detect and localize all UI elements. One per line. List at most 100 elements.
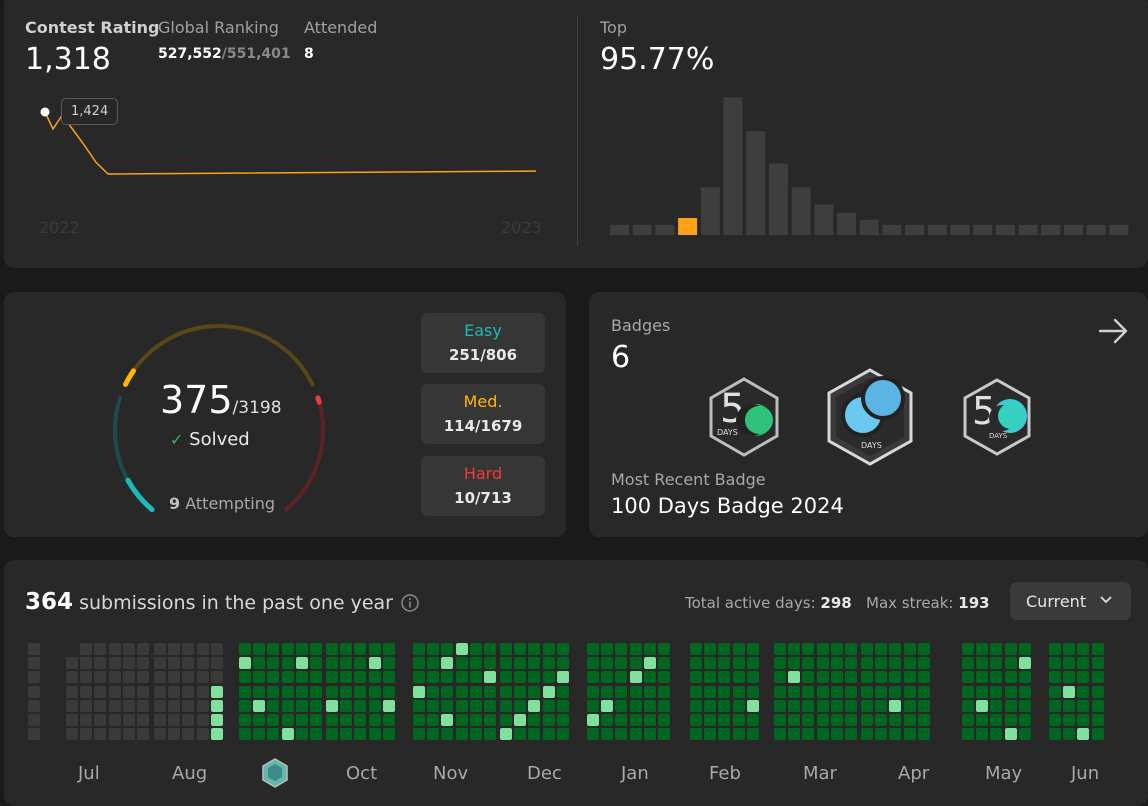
heatmap-cell[interactable] xyxy=(281,685,294,698)
heatmap-cell[interactable] xyxy=(816,699,829,712)
heatmap-cell[interactable] xyxy=(368,685,381,698)
recent-badge-name[interactable]: 100 Days Badge 2024 xyxy=(611,494,844,518)
heatmap-cell[interactable] xyxy=(413,685,425,698)
heatmap-cell[interactable] xyxy=(28,657,40,670)
heatmap-cell[interactable] xyxy=(239,699,251,712)
heatmap-cell[interactable] xyxy=(340,714,353,726)
heatmap-cell[interactable] xyxy=(1091,657,1104,670)
heatmap-cell[interactable] xyxy=(66,714,78,726)
heatmap-cell[interactable] xyxy=(368,714,381,726)
heatmap-cell[interactable] xyxy=(830,699,843,712)
heatmap-cell[interactable] xyxy=(108,671,121,684)
heatmap-cell[interactable] xyxy=(310,685,322,698)
heatmap-cell[interactable] xyxy=(514,657,527,670)
heatmap-cell[interactable] xyxy=(455,699,468,712)
heatmap-cell[interactable] xyxy=(455,685,468,698)
heatmap-cell[interactable] xyxy=(80,699,93,712)
heatmap-cell[interactable] xyxy=(962,728,974,741)
heatmap-cell[interactable] xyxy=(816,643,829,655)
heatmap-cell[interactable] xyxy=(500,657,512,670)
heatmap-cell[interactable] xyxy=(629,657,642,670)
heatmap-cell[interactable] xyxy=(1018,714,1031,726)
heatmap-cell[interactable] xyxy=(976,657,989,670)
heatmap-cell[interactable] xyxy=(875,714,888,726)
heatmap-cell[interactable] xyxy=(774,728,786,741)
heatmap-cell[interactable] xyxy=(196,657,209,670)
easy-stat[interactable]: Easy 251/806 xyxy=(421,313,545,373)
heatmap-cell[interactable] xyxy=(441,685,454,698)
heatmap-cell[interactable] xyxy=(861,728,873,741)
heatmap-cell[interactable] xyxy=(1077,657,1090,670)
heatmap-cell[interactable] xyxy=(382,643,395,655)
heatmap-cell[interactable] xyxy=(182,643,195,655)
heatmap-cell[interactable] xyxy=(196,643,209,655)
heatmap-cell[interactable] xyxy=(28,714,40,726)
heatmap-cell[interactable] xyxy=(354,714,367,726)
heatmap-cell[interactable] xyxy=(528,671,541,684)
heatmap-cell[interactable] xyxy=(368,671,381,684)
heatmap-cell[interactable] xyxy=(732,657,745,670)
heatmap-cell[interactable] xyxy=(976,728,989,741)
heatmap-cell[interactable] xyxy=(66,671,78,684)
heatmap-cell[interactable] xyxy=(469,657,482,670)
heatmap-cell[interactable] xyxy=(66,685,78,698)
rating-distribution-chart[interactable] xyxy=(604,94,1129,242)
heatmap-cell[interactable] xyxy=(28,671,40,684)
heatmap-cell[interactable] xyxy=(1063,685,1076,698)
heatmap-cell[interactable] xyxy=(1049,685,1061,698)
heatmap-cell[interactable] xyxy=(643,685,656,698)
heatmap-cell[interactable] xyxy=(137,671,149,684)
heatmap-cell[interactable] xyxy=(484,657,496,670)
arrow-right-icon[interactable] xyxy=(1097,316,1131,346)
heatmap-cell[interactable] xyxy=(643,728,656,741)
heatmap-cell[interactable] xyxy=(615,671,628,684)
heatmap-cell[interactable] xyxy=(746,685,759,698)
heatmap-cell[interactable] xyxy=(154,714,166,726)
heatmap-cell[interactable] xyxy=(746,714,759,726)
heatmap-cell[interactable] xyxy=(990,671,1003,684)
heatmap-cell[interactable] xyxy=(875,685,888,698)
heatmap-cell[interactable] xyxy=(976,685,989,698)
heatmap-cell[interactable] xyxy=(875,699,888,712)
heatmap-cell[interactable] xyxy=(340,685,353,698)
heatmap-cell[interactable] xyxy=(310,699,322,712)
heatmap-cell[interactable] xyxy=(1063,671,1076,684)
heatmap-cell[interactable] xyxy=(774,643,786,655)
heatmap-cell[interactable] xyxy=(354,685,367,698)
heatmap-cell[interactable] xyxy=(514,714,527,726)
heatmap-cell[interactable] xyxy=(802,728,815,741)
heatmap-cell[interactable] xyxy=(917,728,930,741)
heatmap-cell[interactable] xyxy=(658,699,670,712)
heatmap-cell[interactable] xyxy=(542,714,555,726)
heatmap-cell[interactable] xyxy=(704,699,717,712)
heatmap-cell[interactable] xyxy=(587,657,599,670)
heatmap-cell[interactable] xyxy=(326,671,338,684)
heatmap-cell[interactable] xyxy=(718,714,731,726)
heatmap-cell[interactable] xyxy=(154,643,166,655)
heatmap-cell[interactable] xyxy=(427,728,440,741)
heatmap-cell[interactable] xyxy=(80,657,93,670)
heatmap-cell[interactable] xyxy=(427,714,440,726)
heatmap-cell[interactable] xyxy=(1077,643,1090,655)
heatmap-cell[interactable] xyxy=(1091,643,1104,655)
heatmap-cell[interactable] xyxy=(990,685,1003,698)
heatmap-cell[interactable] xyxy=(326,699,338,712)
heatmap-cell[interactable] xyxy=(469,643,482,655)
heatmap-cell[interactable] xyxy=(455,657,468,670)
heatmap-cell[interactable] xyxy=(413,714,425,726)
heatmap-cell[interactable] xyxy=(168,699,181,712)
heatmap-cell[interactable] xyxy=(845,643,857,655)
heatmap-cell[interactable] xyxy=(368,643,381,655)
heatmap-cell[interactable] xyxy=(267,699,280,712)
heatmap-cell[interactable] xyxy=(267,643,280,655)
heatmap-cell[interactable] xyxy=(354,643,367,655)
heatmap-cell[interactable] xyxy=(253,699,266,712)
heatmap-cell[interactable] xyxy=(514,728,527,741)
heatmap-cell[interactable] xyxy=(732,685,745,698)
heatmap-cell[interactable] xyxy=(732,643,745,655)
heatmap-cell[interactable] xyxy=(354,671,367,684)
heatmap-cell[interactable] xyxy=(382,657,395,670)
heatmap-cell[interactable] xyxy=(830,714,843,726)
heatmap-cell[interactable] xyxy=(788,643,801,655)
heatmap-cell[interactable] xyxy=(295,643,308,655)
